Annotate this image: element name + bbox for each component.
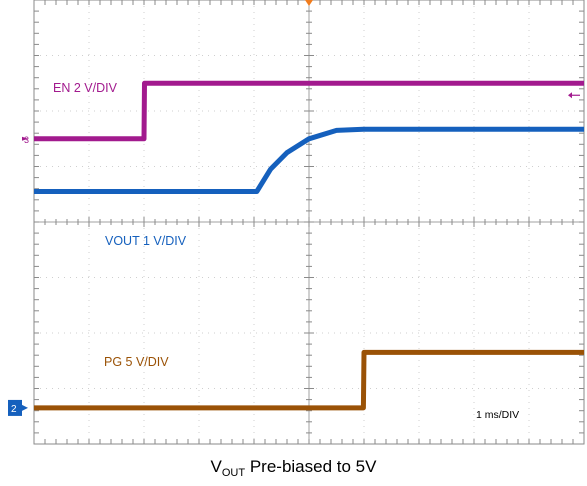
- trace-vout: [34, 126, 584, 194]
- trace-en: [34, 80, 584, 142]
- caption-suffix: Pre-biased to 5V: [245, 457, 377, 476]
- scope-markers: 32: [8, 0, 580, 416]
- scope-grid: [33, 0, 585, 445]
- pg-scale-label: PG 5 V/DIV: [104, 355, 169, 369]
- channel-2-marker-label: 2: [11, 404, 17, 415]
- figure-caption: VOUT Pre-biased to 5V: [0, 457, 587, 479]
- oscilloscope-chart: 32 EN 2 V/DIV VOUT 1 V/DIV PG 5 V/DIV 1 …: [8, 0, 585, 445]
- scope-traces: [34, 80, 584, 411]
- caption-prefix: V: [210, 457, 222, 476]
- trace-pg: [34, 349, 584, 411]
- en-scale-label: EN 2 V/DIV: [53, 81, 118, 95]
- channel-3-marker-label: 3: [24, 135, 29, 145]
- trigger-level-arrow: [568, 92, 572, 99]
- channel-2-marker-arrow: [22, 404, 28, 411]
- channel-3-offset-marker: [22, 136, 28, 141]
- channel-2-marker-box: [8, 399, 22, 416]
- vout-scale-label: VOUT 1 V/DIV: [105, 234, 187, 248]
- trigger-position-marker: [305, 0, 313, 6]
- caption-subscript: OUT: [221, 467, 246, 479]
- time-per-div-label: 1 ms/DIV: [476, 409, 519, 421]
